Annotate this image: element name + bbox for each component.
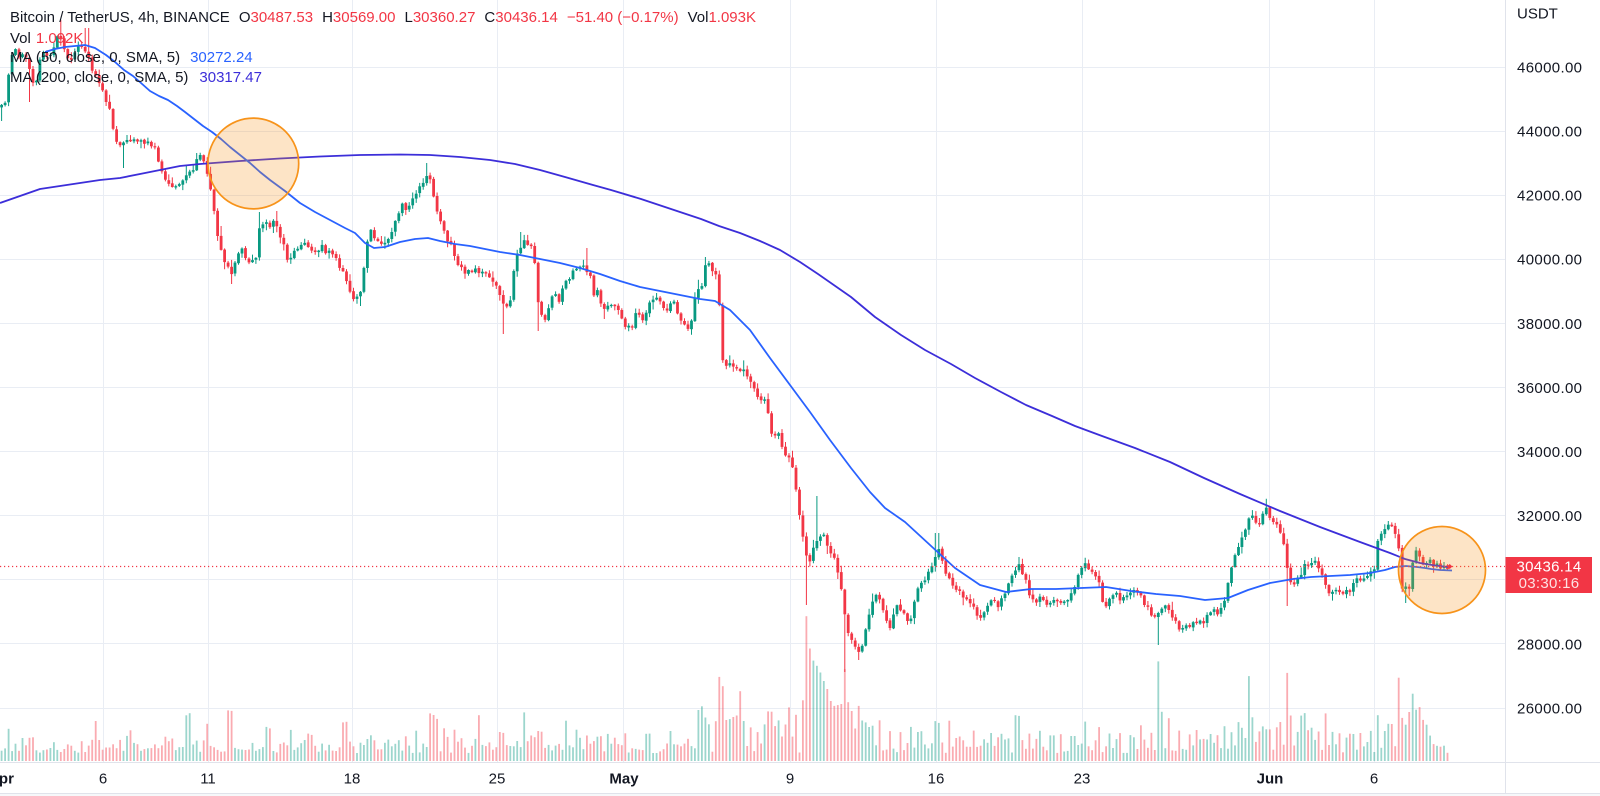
svg-text:USDT: USDT: [1517, 6, 1558, 23]
svg-text:36000.00: 36000.00: [1517, 380, 1582, 397]
svg-text:44000.00: 44000.00: [1517, 124, 1582, 141]
svg-text:32000.00: 32000.00: [1517, 508, 1582, 525]
svg-text:6: 6: [1370, 771, 1378, 788]
svg-text:23: 23: [1074, 771, 1091, 788]
svg-text:40000.00: 40000.00: [1517, 252, 1582, 269]
svg-text:03:30:16: 03:30:16: [1519, 575, 1580, 592]
svg-text:May: May: [609, 771, 639, 788]
svg-text:46000.00: 46000.00: [1517, 59, 1582, 76]
svg-text:18: 18: [344, 771, 361, 788]
svg-text:11: 11: [200, 771, 216, 788]
svg-text:28000.00: 28000.00: [1517, 636, 1582, 653]
svg-text:38000.00: 38000.00: [1517, 316, 1582, 333]
svg-text:6: 6: [99, 771, 107, 788]
svg-text:26000.00: 26000.00: [1517, 700, 1582, 717]
svg-text:34000.00: 34000.00: [1517, 444, 1582, 461]
svg-text:30436.14: 30436.14: [1517, 559, 1582, 576]
svg-text:Jun: Jun: [1257, 771, 1284, 788]
svg-text:9: 9: [786, 771, 794, 788]
svg-text:25: 25: [489, 771, 506, 788]
svg-text:42000.00: 42000.00: [1517, 188, 1582, 205]
svg-text:16: 16: [928, 771, 945, 788]
svg-text:Apr: Apr: [0, 771, 14, 788]
